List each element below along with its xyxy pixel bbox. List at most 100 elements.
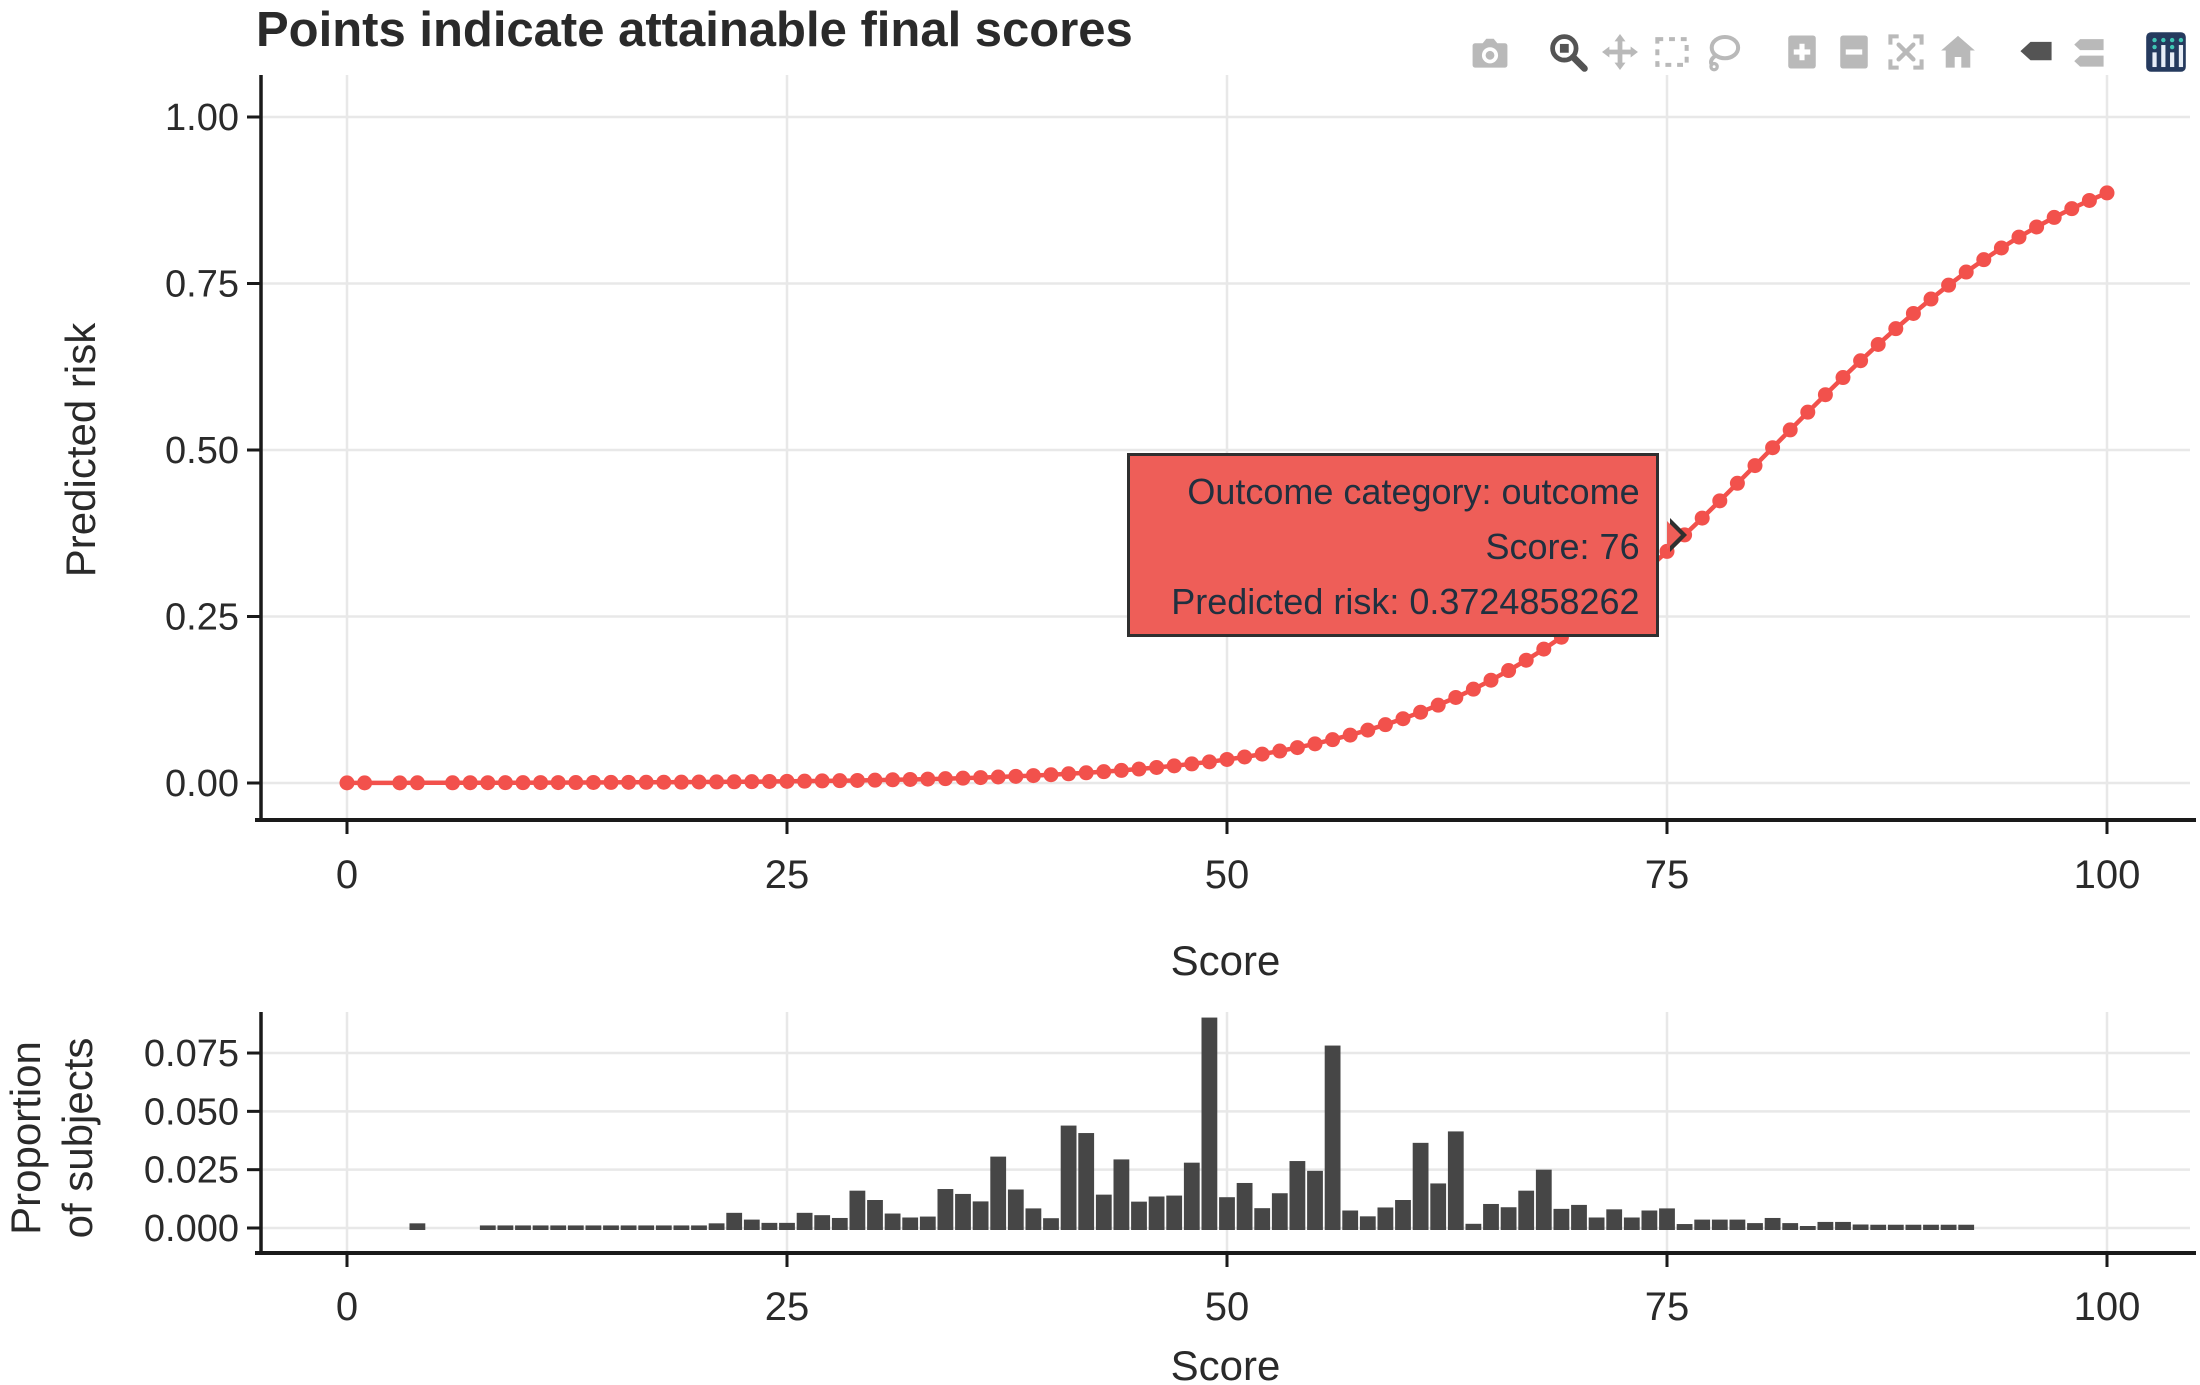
histogram-bar[interactable] <box>1148 1196 1165 1230</box>
histogram-bar[interactable] <box>1183 1162 1200 1230</box>
histogram-bar[interactable] <box>1377 1207 1394 1230</box>
box-select-button[interactable] <box>1646 26 1698 78</box>
risk-point[interactable] <box>1043 767 1059 783</box>
risk-point[interactable] <box>2029 219 2045 235</box>
risk-point[interactable] <box>1888 321 1904 337</box>
histogram-bar[interactable] <box>1324 1045 1341 1230</box>
risk-point[interactable] <box>1360 722 1376 738</box>
zoom-button[interactable] <box>1542 26 1594 78</box>
histogram-bar[interactable] <box>1817 1221 1834 1230</box>
histogram-bar[interactable] <box>972 1201 989 1230</box>
risk-point[interactable] <box>1219 751 1235 767</box>
risk-point[interactable] <box>1518 652 1534 668</box>
histogram-bar[interactable] <box>1606 1209 1623 1230</box>
histogram-bar[interactable] <box>1694 1219 1711 1230</box>
risk-point[interactable] <box>673 774 689 790</box>
risk-point[interactable] <box>445 775 461 791</box>
histogram-bar[interactable] <box>1940 1224 1957 1230</box>
histogram-bar[interactable] <box>1659 1208 1675 1230</box>
histogram-bar[interactable] <box>1359 1216 1376 1230</box>
risk-point[interactable] <box>1483 672 1499 688</box>
risk-point[interactable] <box>1782 422 1798 438</box>
risk-point[interactable] <box>1201 754 1217 770</box>
histogram-bar[interactable] <box>1887 1224 1904 1230</box>
risk-point[interactable] <box>1993 240 2009 256</box>
histogram-bar[interactable] <box>1447 1131 1464 1230</box>
risk-point[interactable] <box>761 773 777 789</box>
risk-point[interactable] <box>339 775 355 791</box>
histogram-bar[interactable] <box>743 1219 760 1230</box>
histogram-bar[interactable] <box>937 1189 954 1230</box>
histogram-bar[interactable] <box>1307 1170 1323 1230</box>
histogram-bar[interactable] <box>1342 1210 1359 1230</box>
histogram-bar[interactable] <box>831 1217 848 1230</box>
risk-point[interactable] <box>1448 689 1464 705</box>
risk-point[interactable] <box>1131 761 1147 777</box>
risk-point[interactable] <box>1835 370 1851 386</box>
histogram-bar[interactable] <box>1430 1183 1447 1230</box>
risk-point[interactable] <box>1307 736 1323 752</box>
histogram-bar[interactable] <box>1799 1226 1816 1230</box>
histogram-bar[interactable] <box>796 1212 813 1230</box>
risk-point[interactable] <box>1465 681 1481 697</box>
risk-point[interactable] <box>955 770 971 786</box>
risk-point[interactable] <box>1853 353 1869 369</box>
home-button[interactable] <box>1932 26 1984 78</box>
risk-point[interactable] <box>1149 759 1165 775</box>
risk-point[interactable] <box>1958 264 1974 280</box>
risk-point[interactable] <box>2046 209 2062 225</box>
pan-button[interactable] <box>1594 26 1646 78</box>
risk-point[interactable] <box>2064 201 2080 217</box>
histogram-bar[interactable] <box>673 1225 690 1230</box>
risk-point[interactable] <box>1289 740 1305 756</box>
risk-point[interactable] <box>867 772 883 788</box>
risk-point[interactable] <box>1817 387 1833 403</box>
histogram-bar[interactable] <box>515 1225 531 1230</box>
histogram-bar[interactable] <box>990 1156 1007 1230</box>
risk-point[interactable] <box>1501 663 1517 679</box>
risk-point[interactable] <box>1905 305 1921 321</box>
risk-point[interactable] <box>585 774 601 790</box>
histogram-bar[interactable] <box>1571 1204 1587 1230</box>
risk-point[interactable] <box>515 775 531 791</box>
risk-point[interactable] <box>797 773 813 789</box>
risk-point[interactable] <box>1096 764 1112 780</box>
risk-point[interactable] <box>1800 404 1816 420</box>
risk-point[interactable] <box>990 769 1006 785</box>
hover-closest-button[interactable] <box>2010 26 2062 78</box>
risk-point[interactable] <box>1061 766 1077 782</box>
risk-point[interactable] <box>1747 458 1763 474</box>
histogram-bar[interactable] <box>1535 1169 1552 1230</box>
risk-point[interactable] <box>1870 336 1886 352</box>
risk-point[interactable] <box>1413 704 1429 720</box>
risk-point[interactable] <box>497 775 513 791</box>
histogram-bar[interactable] <box>409 1223 426 1230</box>
histogram-bar[interactable] <box>867 1200 883 1230</box>
risk-point[interactable] <box>1166 758 1182 774</box>
histogram-bar[interactable] <box>550 1225 567 1230</box>
risk-point[interactable] <box>1941 277 1957 293</box>
histogram-bar[interactable] <box>1166 1195 1183 1230</box>
risk-point[interactable] <box>1113 762 1129 778</box>
camera-button[interactable] <box>1464 26 1516 78</box>
risk-point[interactable] <box>638 774 654 790</box>
risk-point[interactable] <box>726 774 742 790</box>
lasso-select-button[interactable] <box>1698 26 1750 78</box>
risk-point[interactable] <box>1712 493 1728 509</box>
histogram-bar[interactable] <box>1764 1217 1781 1230</box>
histogram-bar[interactable] <box>497 1225 514 1230</box>
histogram-bar[interactable] <box>691 1225 707 1230</box>
risk-point[interactable] <box>2011 229 2027 245</box>
histogram-bar[interactable] <box>1500 1207 1517 1230</box>
risk-point[interactable] <box>2081 192 2097 208</box>
histogram-bar[interactable] <box>1060 1125 1077 1230</box>
histogram-bar[interactable] <box>1271 1193 1288 1230</box>
autoscale-button[interactable] <box>1880 26 1932 78</box>
histogram-bar[interactable] <box>532 1225 549 1230</box>
histogram-bar[interactable] <box>1676 1224 1693 1230</box>
histogram-bar[interactable] <box>1518 1190 1535 1230</box>
histogram-bar[interactable] <box>919 1216 936 1230</box>
histogram-bar[interactable] <box>1711 1219 1728 1230</box>
histogram-bar[interactable] <box>585 1225 602 1230</box>
histogram-bar[interactable] <box>1835 1221 1851 1230</box>
